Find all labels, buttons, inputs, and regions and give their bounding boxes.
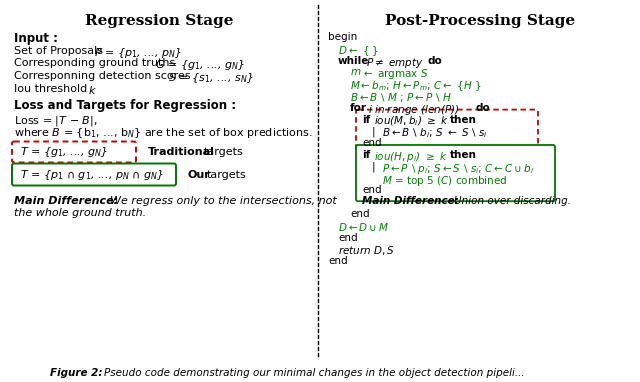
- Text: while: while: [338, 56, 369, 66]
- Text: Iou threshold: Iou threshold: [14, 84, 87, 94]
- Text: iou($H, p_i$) $\geq$ $k$: iou($H, p_i$) $\geq$ $k$: [374, 150, 447, 164]
- Text: $T$ = {g$_1$, ..., g$_N$}: $T$ = {g$_1$, ..., g$_N$}: [20, 145, 108, 159]
- FancyBboxPatch shape: [12, 141, 136, 162]
- Text: if: if: [362, 115, 371, 125]
- Text: if: if: [362, 150, 371, 160]
- FancyBboxPatch shape: [356, 145, 555, 201]
- Text: $S$ = {s$_1$, ..., s$_N$}: $S$ = {s$_1$, ..., s$_N$}: [168, 71, 254, 85]
- Text: $k$: $k$: [88, 84, 97, 96]
- Text: $\leftarrow$ argmax $S$: $\leftarrow$ argmax $S$: [361, 67, 428, 81]
- Text: Main Difference:: Main Difference:: [14, 196, 118, 206]
- Text: Set of Proposals: Set of Proposals: [14, 46, 103, 56]
- Text: Input :: Input :: [14, 32, 58, 45]
- Text: end: end: [350, 209, 370, 219]
- Text: We regress only to the intersections, not: We regress only to the intersections, no…: [110, 196, 337, 206]
- Text: Corresponning detection scores: Corresponning detection scores: [14, 71, 191, 81]
- Text: targets: targets: [207, 170, 247, 180]
- Text: Loss = |$T$ $-$ $B$|,: Loss = |$T$ $-$ $B$|,: [14, 113, 98, 128]
- Text: do: do: [475, 103, 490, 113]
- FancyBboxPatch shape: [12, 163, 176, 186]
- Text: |: |: [372, 162, 376, 172]
- FancyBboxPatch shape: [356, 110, 538, 153]
- Text: $M$ = top 5 ($C$) combined: $M$ = top 5 ($C$) combined: [382, 173, 508, 188]
- Text: $m$: $m$: [350, 67, 362, 78]
- Text: Our: Our: [188, 170, 211, 180]
- Text: Pseudo code demonstrating our minimal changes in the object detection pipeli...: Pseudo code demonstrating our minimal ch…: [104, 368, 525, 378]
- Text: end: end: [338, 233, 358, 243]
- Text: Traditional: Traditional: [148, 147, 215, 157]
- Text: $B\leftarrow B \setminus M$ ; $P\leftarrow P \setminus H$: $B\leftarrow B \setminus M$ ; $P\leftarr…: [350, 91, 452, 104]
- Text: Post-Processing Stage: Post-Processing Stage: [385, 14, 575, 28]
- Text: where $B$ = {b$_1$, ..., b$_N$} are the set of box predictions.: where $B$ = {b$_1$, ..., b$_N$} are the …: [14, 126, 313, 140]
- Text: $T$ = {p$_1$ $\cap$ g$_1$, ..., p$_N$ $\cap$ g$_N$}: $T$ = {p$_1$ $\cap$ g$_1$, ..., p$_N$ $\…: [20, 167, 164, 181]
- Text: Union over discarding.: Union over discarding.: [454, 196, 571, 206]
- Text: targets: targets: [204, 147, 244, 157]
- Text: $B\leftarrow B \setminus b_i$; $S$ $\leftarrow$ $S \setminus s_i$: $B\leftarrow B \setminus b_i$; $S$ $\lef…: [382, 126, 488, 140]
- Text: Loss and Targets for Regression :: Loss and Targets for Regression :: [14, 99, 236, 112]
- Text: $D\leftarrow D \cup M$: $D\leftarrow D \cup M$: [338, 221, 389, 233]
- Text: $D\leftarrow$ { }: $D\leftarrow$ { }: [338, 44, 380, 58]
- Text: |: |: [372, 126, 376, 137]
- Text: $G$ = {g$_1$, ..., g$_N$}: $G$ = {g$_1$, ..., g$_N$}: [155, 58, 245, 73]
- Text: then: then: [450, 115, 477, 125]
- Text: then: then: [450, 150, 477, 160]
- Text: end: end: [362, 138, 381, 148]
- Text: $P\leftarrow P \setminus p_i$; $S\leftarrow S \setminus s_i$; $C\leftarrow C \cu: $P\leftarrow P \setminus p_i$; $S\leftar…: [382, 162, 534, 176]
- Text: end: end: [362, 185, 381, 196]
- Text: the whole ground truth.: the whole ground truth.: [14, 209, 146, 219]
- Text: $P \neq$ empty: $P \neq$ empty: [366, 56, 424, 70]
- Text: iou($M, b_i$) $\geq$ $k$: iou($M, b_i$) $\geq$ $k$: [374, 115, 449, 128]
- Text: do: do: [428, 56, 443, 66]
- Text: Figure 2:: Figure 2:: [50, 368, 102, 378]
- Text: return $D, S$: return $D, S$: [338, 244, 395, 257]
- Text: $P$ = {p$_1$, ..., p$_N$}: $P$ = {p$_1$, ..., p$_N$}: [94, 46, 182, 60]
- Text: $M\leftarrow b_m$; $H\leftarrow P_m$; $C\leftarrow$ {$H$ }: $M\leftarrow b_m$; $H\leftarrow P_m$; $C…: [350, 79, 482, 93]
- Text: end: end: [328, 256, 348, 266]
- Text: Corresponding ground truths: Corresponding ground truths: [14, 58, 175, 68]
- Text: Regression Stage: Regression Stage: [84, 14, 233, 28]
- Text: begin: begin: [328, 32, 357, 42]
- Text: Main Difference:: Main Difference:: [362, 196, 459, 206]
- Text: for: for: [350, 103, 367, 113]
- Text: i in range (len($P$)): i in range (len($P$)): [368, 103, 460, 117]
